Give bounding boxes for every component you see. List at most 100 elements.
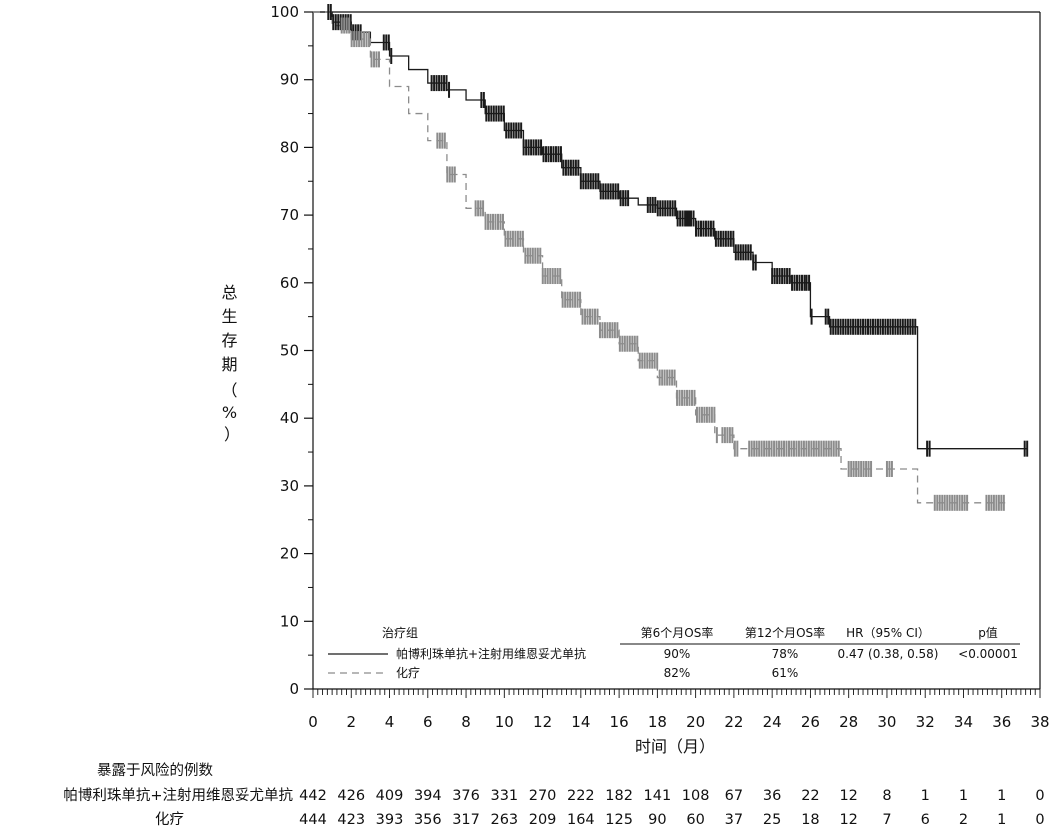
risk-value-chemo: 25 — [763, 812, 781, 828]
x-tick-label: 2 — [346, 713, 356, 731]
y-axis-title-char: ） — [224, 425, 240, 444]
x-tick-label: 22 — [724, 713, 743, 731]
x-tick-label: 38 — [1030, 713, 1049, 731]
legend-label-treatment: 帕博利珠单抗+注射用维恩妥尤单抗 — [396, 646, 586, 661]
risk-value-chemo: 18 — [801, 812, 819, 828]
y-axis-title-char: 存 — [221, 331, 237, 350]
y-tick-label: 10 — [280, 612, 299, 630]
x-tick-label: 26 — [801, 713, 820, 731]
risk-value-treatment: 331 — [490, 788, 518, 804]
risk-value-treatment: 442 — [299, 788, 327, 804]
risk-value-treatment: 182 — [605, 788, 633, 804]
legend-os12-chemo: 61% — [772, 666, 799, 680]
legend-header-hr: HR（95% CI） — [846, 626, 930, 640]
x-tick-label: 6 — [423, 713, 433, 731]
risk-value-treatment: 394 — [414, 788, 442, 804]
risk-value-chemo: 125 — [605, 812, 633, 828]
risk-value-chemo: 12 — [839, 812, 857, 828]
risk-value-chemo: 317 — [452, 812, 480, 828]
x-tick-label: 18 — [648, 713, 667, 731]
risk-value-treatment: 376 — [452, 788, 480, 804]
legend-header-os6: 第6个月OS率 — [641, 625, 714, 640]
risk-value-treatment: 1 — [921, 788, 930, 804]
y-tick-label: 50 — [280, 342, 299, 360]
risk-row-label-chemo: 化疗 — [155, 811, 184, 828]
risk-value-chemo: 7 — [882, 812, 891, 828]
risk-value-chemo: 444 — [299, 812, 327, 828]
legend-os6-chemo: 82% — [664, 666, 691, 680]
risk-value-chemo: 423 — [337, 812, 365, 828]
risk-value-treatment: 1 — [959, 788, 968, 804]
risk-value-treatment: 67 — [725, 788, 743, 804]
risk-value-treatment: 36 — [763, 788, 781, 804]
x-tick-label: 14 — [571, 713, 590, 731]
risk-value-chemo: 37 — [725, 812, 743, 828]
x-tick-label: 12 — [533, 713, 552, 731]
risk-value-chemo: 6 — [921, 812, 930, 828]
legend: 治疗组 第6个月OS率 第12个月OS率 HR（95% CI） p值 帕博利珠单… — [328, 625, 1020, 680]
x-tick-label: 8 — [461, 713, 471, 731]
x-tick-label: 16 — [610, 713, 629, 731]
risk-value-chemo: 356 — [414, 812, 442, 828]
risk-table: 暴露于风险的例数 帕博利珠单抗+注射用维恩妥尤单抗 化疗 442 426 409 39… — [63, 762, 1044, 828]
risk-table-title: 暴露于风险的例数 — [97, 762, 213, 779]
risk-value-chemo: 0 — [1035, 812, 1044, 828]
risk-value-treatment: 8 — [882, 788, 891, 804]
y-axis-title-char: （ — [221, 381, 237, 400]
risk-value-treatment: 12 — [839, 788, 857, 804]
y-tick-label: 80 — [280, 138, 299, 156]
x-tick-label: 4 — [385, 713, 395, 731]
x-tick-label: 24 — [763, 713, 782, 731]
x-tick-label: 30 — [877, 713, 896, 731]
risk-value-chemo: 209 — [529, 812, 557, 828]
risk-value-treatment: 409 — [376, 788, 404, 804]
legend-os6-treatment: 90% — [664, 647, 691, 661]
censor-marks — [327, 4, 1029, 511]
risk-value-chemo: 2 — [959, 812, 968, 828]
y-axis-title-char: % — [222, 403, 237, 422]
y-axis-title-char: 生 — [221, 307, 237, 326]
risk-value-chemo: 393 — [376, 812, 404, 828]
y-tick-label: 100 — [270, 3, 299, 21]
risk-value-treatment: 270 — [529, 788, 557, 804]
risk-value-treatment: 426 — [337, 788, 365, 804]
risk-value-chemo: 60 — [686, 812, 704, 828]
risk-value-treatment: 108 — [682, 788, 710, 804]
risk-value-treatment: 22 — [801, 788, 819, 804]
x-tick-label: 10 — [495, 713, 514, 731]
x-tick-label: 34 — [954, 713, 973, 731]
risk-value-treatment: 1 — [997, 788, 1006, 804]
legend-label-chemo: 化疗 — [396, 666, 420, 680]
y-tick-label: 70 — [280, 206, 299, 224]
survival-curves — [313, 11, 1027, 504]
x-axis-title: 时间（月） — [635, 737, 715, 756]
y-tick-label: 90 — [280, 71, 299, 89]
risk-value-treatment: 141 — [644, 788, 672, 804]
legend-hr: 0.47 (0.38, 0.58) — [838, 647, 939, 661]
risk-value-treatment: 222 — [567, 788, 595, 804]
risk-value-treatment: 0 — [1035, 788, 1044, 804]
legend-header-os12: 第12个月OS率 — [745, 625, 825, 640]
risk-row-label-treatment: 帕博利珠单抗+注射用维恩妥尤单抗 — [63, 787, 293, 804]
y-tick-label: 30 — [280, 477, 299, 495]
risk-value-chemo: 1 — [997, 812, 1006, 828]
x-tick-label: 28 — [839, 713, 858, 731]
risk-value-chemo: 263 — [490, 812, 518, 828]
y-tick-label: 40 — [280, 409, 299, 427]
y-axis-title-char: 总 — [221, 283, 237, 302]
legend-os12-treatment: 78% — [772, 647, 799, 661]
y-axis-title-char: 期 — [221, 355, 237, 374]
x-tick-label: 20 — [686, 713, 705, 731]
survival-curve-chemo — [313, 11, 1006, 504]
legend-p-value: <0.00001 — [958, 647, 1018, 661]
risk-value-chemo: 164 — [567, 812, 595, 828]
y-tick-label: 60 — [280, 274, 299, 292]
y-tick-label: 20 — [280, 545, 299, 563]
risk-value-chemo: 90 — [648, 812, 666, 828]
legend-header-p: p值 — [978, 625, 998, 640]
x-tick-label: 36 — [992, 713, 1011, 731]
y-axis-title: 总 生 存 期 （ % ） — [221, 283, 242, 444]
y-tick-label: 0 — [289, 680, 299, 698]
